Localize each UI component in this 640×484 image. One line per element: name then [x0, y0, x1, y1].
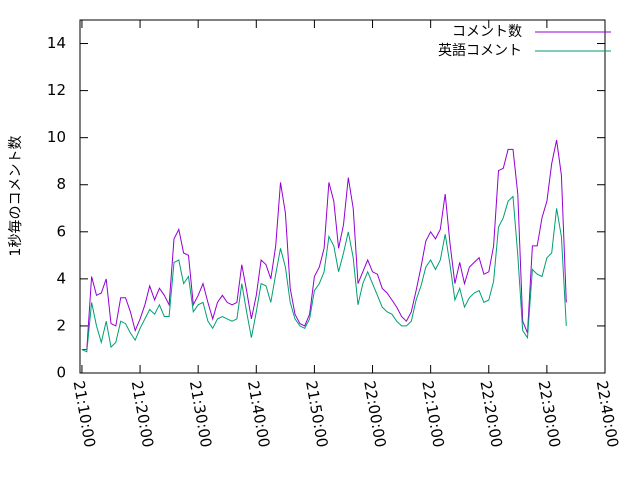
- y-tick-label: 2: [56, 316, 66, 334]
- x-tick-label: 21:20:00: [128, 379, 157, 448]
- y-tick-label: 14: [47, 34, 66, 52]
- series-line: [81, 139, 567, 350]
- y-axis-label: 1秒毎のコメント数: [8, 136, 24, 257]
- y-tick-label: 6: [56, 222, 66, 240]
- series-line: [81, 195, 567, 353]
- y-tick-label: 8: [56, 175, 66, 193]
- y-tick-label: 12: [47, 81, 66, 99]
- y-tick-label: 10: [47, 128, 66, 146]
- x-tick-label: 22:00:00: [360, 379, 389, 448]
- y-tick-label: 0: [56, 364, 66, 382]
- x-tick-label: 22:20:00: [476, 379, 505, 448]
- x-tick-label: 22:40:00: [593, 379, 622, 448]
- legend-label: コメント数: [452, 24, 522, 40]
- x-tick-label: 22:10:00: [418, 379, 447, 448]
- legend-label: 英語コメント: [438, 42, 522, 59]
- x-tick-label: 21:50:00: [302, 379, 331, 448]
- x-tick-label: 21:30:00: [186, 379, 215, 448]
- x-tick-label: 22:30:00: [535, 379, 564, 448]
- x-tick-label: 21:10:00: [70, 379, 99, 448]
- plot-frame: [79, 19, 606, 374]
- x-tick-label: 21:40:00: [244, 379, 273, 448]
- y-tick-label: 4: [56, 269, 66, 287]
